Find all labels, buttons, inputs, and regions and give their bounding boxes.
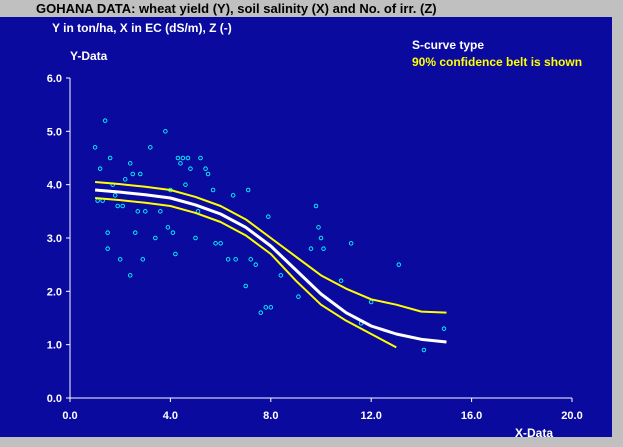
point [348, 241, 354, 246]
y-tick-label: 5.0 [47, 126, 62, 138]
y-tick-label: 3.0 [47, 233, 62, 245]
point [210, 187, 216, 193]
point [421, 347, 427, 353]
point [321, 246, 326, 251]
point [170, 230, 176, 235]
curve [95, 197, 397, 349]
point [198, 155, 203, 161]
x-tick-label: 16.0 [461, 410, 482, 422]
point [143, 209, 148, 214]
point [120, 203, 125, 209]
point [233, 257, 238, 262]
point [203, 166, 208, 171]
point [263, 305, 269, 310]
point [248, 257, 253, 262]
point [188, 166, 193, 171]
point [268, 305, 274, 310]
annotation: 90% confidence belt is shown [412, 55, 582, 69]
point [183, 182, 188, 187]
y-tick-label: 0.0 [47, 393, 62, 405]
point [115, 203, 120, 209]
point [140, 257, 146, 262]
point [105, 246, 110, 251]
point [133, 230, 138, 235]
point [441, 326, 447, 331]
x-tick-label: 12.0 [360, 410, 381, 422]
point [316, 225, 321, 230]
point [318, 235, 324, 241]
point [225, 257, 231, 262]
point [180, 155, 186, 161]
point [127, 273, 133, 278]
point [258, 310, 264, 315]
point [266, 214, 271, 219]
point [278, 273, 284, 278]
point [105, 230, 110, 235]
point [127, 161, 133, 166]
curve [95, 181, 447, 314]
x-axis-label: X-Data [515, 426, 553, 440]
y-axis-label: Y-Data [70, 49, 108, 63]
chart-subtitle: Y in ton/ha, X in EC (dS/m), Z (-) [52, 21, 232, 35]
point [158, 209, 163, 214]
point [112, 193, 118, 198]
point [245, 187, 251, 193]
point [92, 145, 98, 150]
y-tick-label: 2.0 [47, 286, 62, 298]
point [296, 294, 301, 299]
point [138, 171, 143, 177]
point [117, 257, 123, 262]
point [102, 118, 108, 123]
point [107, 155, 113, 161]
point [213, 241, 218, 246]
point [338, 278, 344, 283]
point [153, 235, 158, 241]
point [97, 166, 103, 171]
point [165, 225, 171, 230]
y-tick-label: 1.0 [47, 340, 62, 352]
x-tick-label: 20.0 [561, 410, 582, 422]
point [135, 209, 141, 214]
point [148, 145, 153, 150]
point [313, 203, 319, 209]
plot-panel [0, 17, 612, 437]
point [185, 155, 191, 161]
x-tick-label: 0.0 [62, 410, 77, 422]
point [308, 246, 314, 251]
point [253, 262, 258, 267]
point [218, 241, 223, 246]
point [130, 171, 135, 177]
point [243, 283, 248, 289]
point [122, 177, 128, 182]
y-tick-label: 6.0 [47, 73, 62, 85]
point [163, 129, 168, 134]
point [173, 251, 178, 257]
x-tick-label: 8.0 [263, 410, 278, 422]
annotation: S-curve type [412, 38, 484, 52]
point [396, 262, 402, 267]
point [178, 161, 183, 166]
x-tick-label: 4.0 [163, 410, 178, 422]
chart-title: GOHANA DATA: wheat yield (Y), soil salin… [36, 1, 437, 16]
y-tick-label: 4.0 [47, 180, 62, 192]
point [230, 193, 236, 198]
point [193, 235, 198, 241]
point [175, 155, 181, 161]
point [205, 171, 211, 177]
curve [94, 188, 447, 344]
